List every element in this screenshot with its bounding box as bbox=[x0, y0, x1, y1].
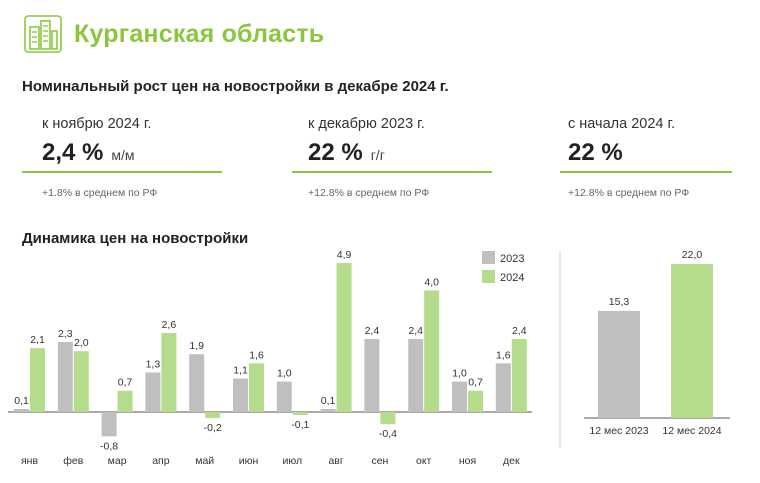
bar-12m-2024 bbox=[671, 264, 713, 418]
tick-label: дек bbox=[503, 455, 520, 467]
bar-2024 bbox=[292, 412, 308, 416]
bar-2024 bbox=[161, 332, 177, 412]
bar-2023 bbox=[57, 342, 73, 412]
data-label: 4,9 bbox=[337, 249, 352, 261]
data-label: 1,0 bbox=[277, 368, 292, 380]
data-label: 22,0 bbox=[682, 249, 703, 261]
bar-2024 bbox=[424, 290, 440, 412]
data-label: 2,0 bbox=[74, 337, 89, 349]
tick-label: авг bbox=[328, 455, 343, 467]
tick-label: 12 мес 2023 bbox=[589, 425, 648, 437]
tick-label: фев bbox=[63, 455, 83, 467]
bar-2024 bbox=[468, 390, 483, 412]
tick-label: сен bbox=[371, 455, 388, 467]
kpi-label: к декабрю 2023 г. bbox=[308, 116, 425, 132]
tick-label: 12 мес 2024 bbox=[662, 425, 721, 437]
data-label: 2,4 bbox=[365, 325, 380, 337]
kpi-note: +1.8% в среднем по РФ bbox=[42, 187, 158, 199]
bar-2023 bbox=[452, 381, 467, 412]
header: Курганская область bbox=[24, 12, 324, 56]
kpi-note: +12.8% в среднем по РФ bbox=[308, 187, 430, 199]
data-label: 2,3 bbox=[58, 328, 73, 340]
kpi-value: 22 % bbox=[568, 139, 623, 166]
data-label: 0,1 bbox=[14, 395, 29, 407]
bar-2024 bbox=[380, 412, 396, 425]
tick-label: июн bbox=[239, 455, 259, 467]
kpi-value: 2,4 % bbox=[42, 139, 104, 166]
bar-2023 bbox=[495, 363, 511, 412]
bar-2023 bbox=[320, 408, 336, 412]
data-label: -0,8 bbox=[100, 440, 118, 452]
data-label: 1,0 bbox=[452, 368, 467, 380]
data-label: -0,2 bbox=[204, 422, 222, 434]
kpi-unit: г/г bbox=[370, 147, 385, 163]
data-label: -0,4 bbox=[379, 428, 397, 440]
tick-label: янв bbox=[21, 455, 38, 467]
data-label: 1,1 bbox=[233, 365, 248, 377]
bar-2024 bbox=[249, 363, 264, 412]
region-title: Курганская область bbox=[74, 19, 325, 48]
data-label: -0,1 bbox=[291, 419, 309, 431]
bar-2024 bbox=[30, 348, 45, 412]
bar-2023 bbox=[276, 381, 292, 412]
bar-2023 bbox=[408, 339, 424, 412]
data-label: 1,9 bbox=[189, 340, 204, 352]
data-label: 0,1 bbox=[321, 395, 336, 407]
data-label: 1,6 bbox=[496, 349, 511, 361]
kpi-ytd: с начала 2024 г. 22 % +12.8% в среднем п… bbox=[560, 116, 760, 199]
kpi-divider bbox=[22, 171, 222, 173]
tick-label: апр bbox=[152, 455, 170, 467]
data-label: 2,4 bbox=[408, 325, 423, 337]
bar-2023 bbox=[233, 378, 248, 412]
buildings-icon bbox=[24, 15, 62, 53]
data-label: 1,3 bbox=[146, 358, 161, 370]
tick-label: ноя bbox=[459, 455, 476, 467]
kpi-divider bbox=[560, 171, 732, 173]
kpi-note: +12.8% в среднем по РФ bbox=[568, 187, 690, 199]
legend-label: 2023 bbox=[500, 253, 524, 265]
data-label: 15,3 bbox=[609, 296, 630, 308]
bar-2023 bbox=[14, 408, 29, 412]
bar-2023 bbox=[145, 372, 161, 412]
data-label: 0,7 bbox=[118, 377, 133, 389]
tick-label: июл bbox=[282, 455, 302, 467]
data-label: 1,6 bbox=[249, 349, 264, 361]
page-subtitle: Номинальный рост цен на новостройки в де… bbox=[22, 78, 449, 95]
kpi-divider bbox=[292, 171, 492, 173]
bar-2024 bbox=[117, 390, 133, 412]
bar-2023 bbox=[101, 412, 117, 437]
tick-label: окт bbox=[416, 455, 432, 467]
bar-2023 bbox=[189, 354, 205, 412]
kpi-value: 22 % bbox=[308, 139, 363, 166]
data-label: 2,4 bbox=[512, 325, 527, 337]
bar-12m-2023 bbox=[598, 310, 640, 418]
data-label: 2,6 bbox=[162, 319, 177, 331]
kpi-label: к ноябрю 2024 г. bbox=[42, 116, 152, 132]
bar-2024 bbox=[73, 351, 89, 412]
legend-swatch-2024 bbox=[482, 270, 495, 283]
bar-2023 bbox=[364, 339, 380, 412]
data-label: 4,0 bbox=[424, 276, 439, 288]
tick-label: мар bbox=[108, 455, 127, 467]
legend-label: 2024 bbox=[500, 272, 524, 284]
legend-swatch-2023 bbox=[482, 251, 495, 264]
kpi-year: к декабрю 2023 г. 22 % г/г +12.8% в сред… bbox=[292, 116, 508, 199]
data-label: 0,7 bbox=[468, 377, 483, 389]
data-label: 2,1 bbox=[30, 334, 45, 346]
bar-2024 bbox=[511, 339, 527, 412]
kpi-month: к ноябрю 2024 г. 2,4 % м/м +1.8% в средн… bbox=[22, 116, 242, 199]
tick-label: май bbox=[195, 455, 214, 467]
section-title: Динамика цен на новостройки bbox=[22, 230, 249, 247]
kpi-label: с начала 2024 г. bbox=[568, 116, 676, 132]
bar-2024 bbox=[205, 412, 221, 419]
kpi-unit: м/м bbox=[111, 147, 135, 163]
bar-2024 bbox=[336, 263, 352, 412]
